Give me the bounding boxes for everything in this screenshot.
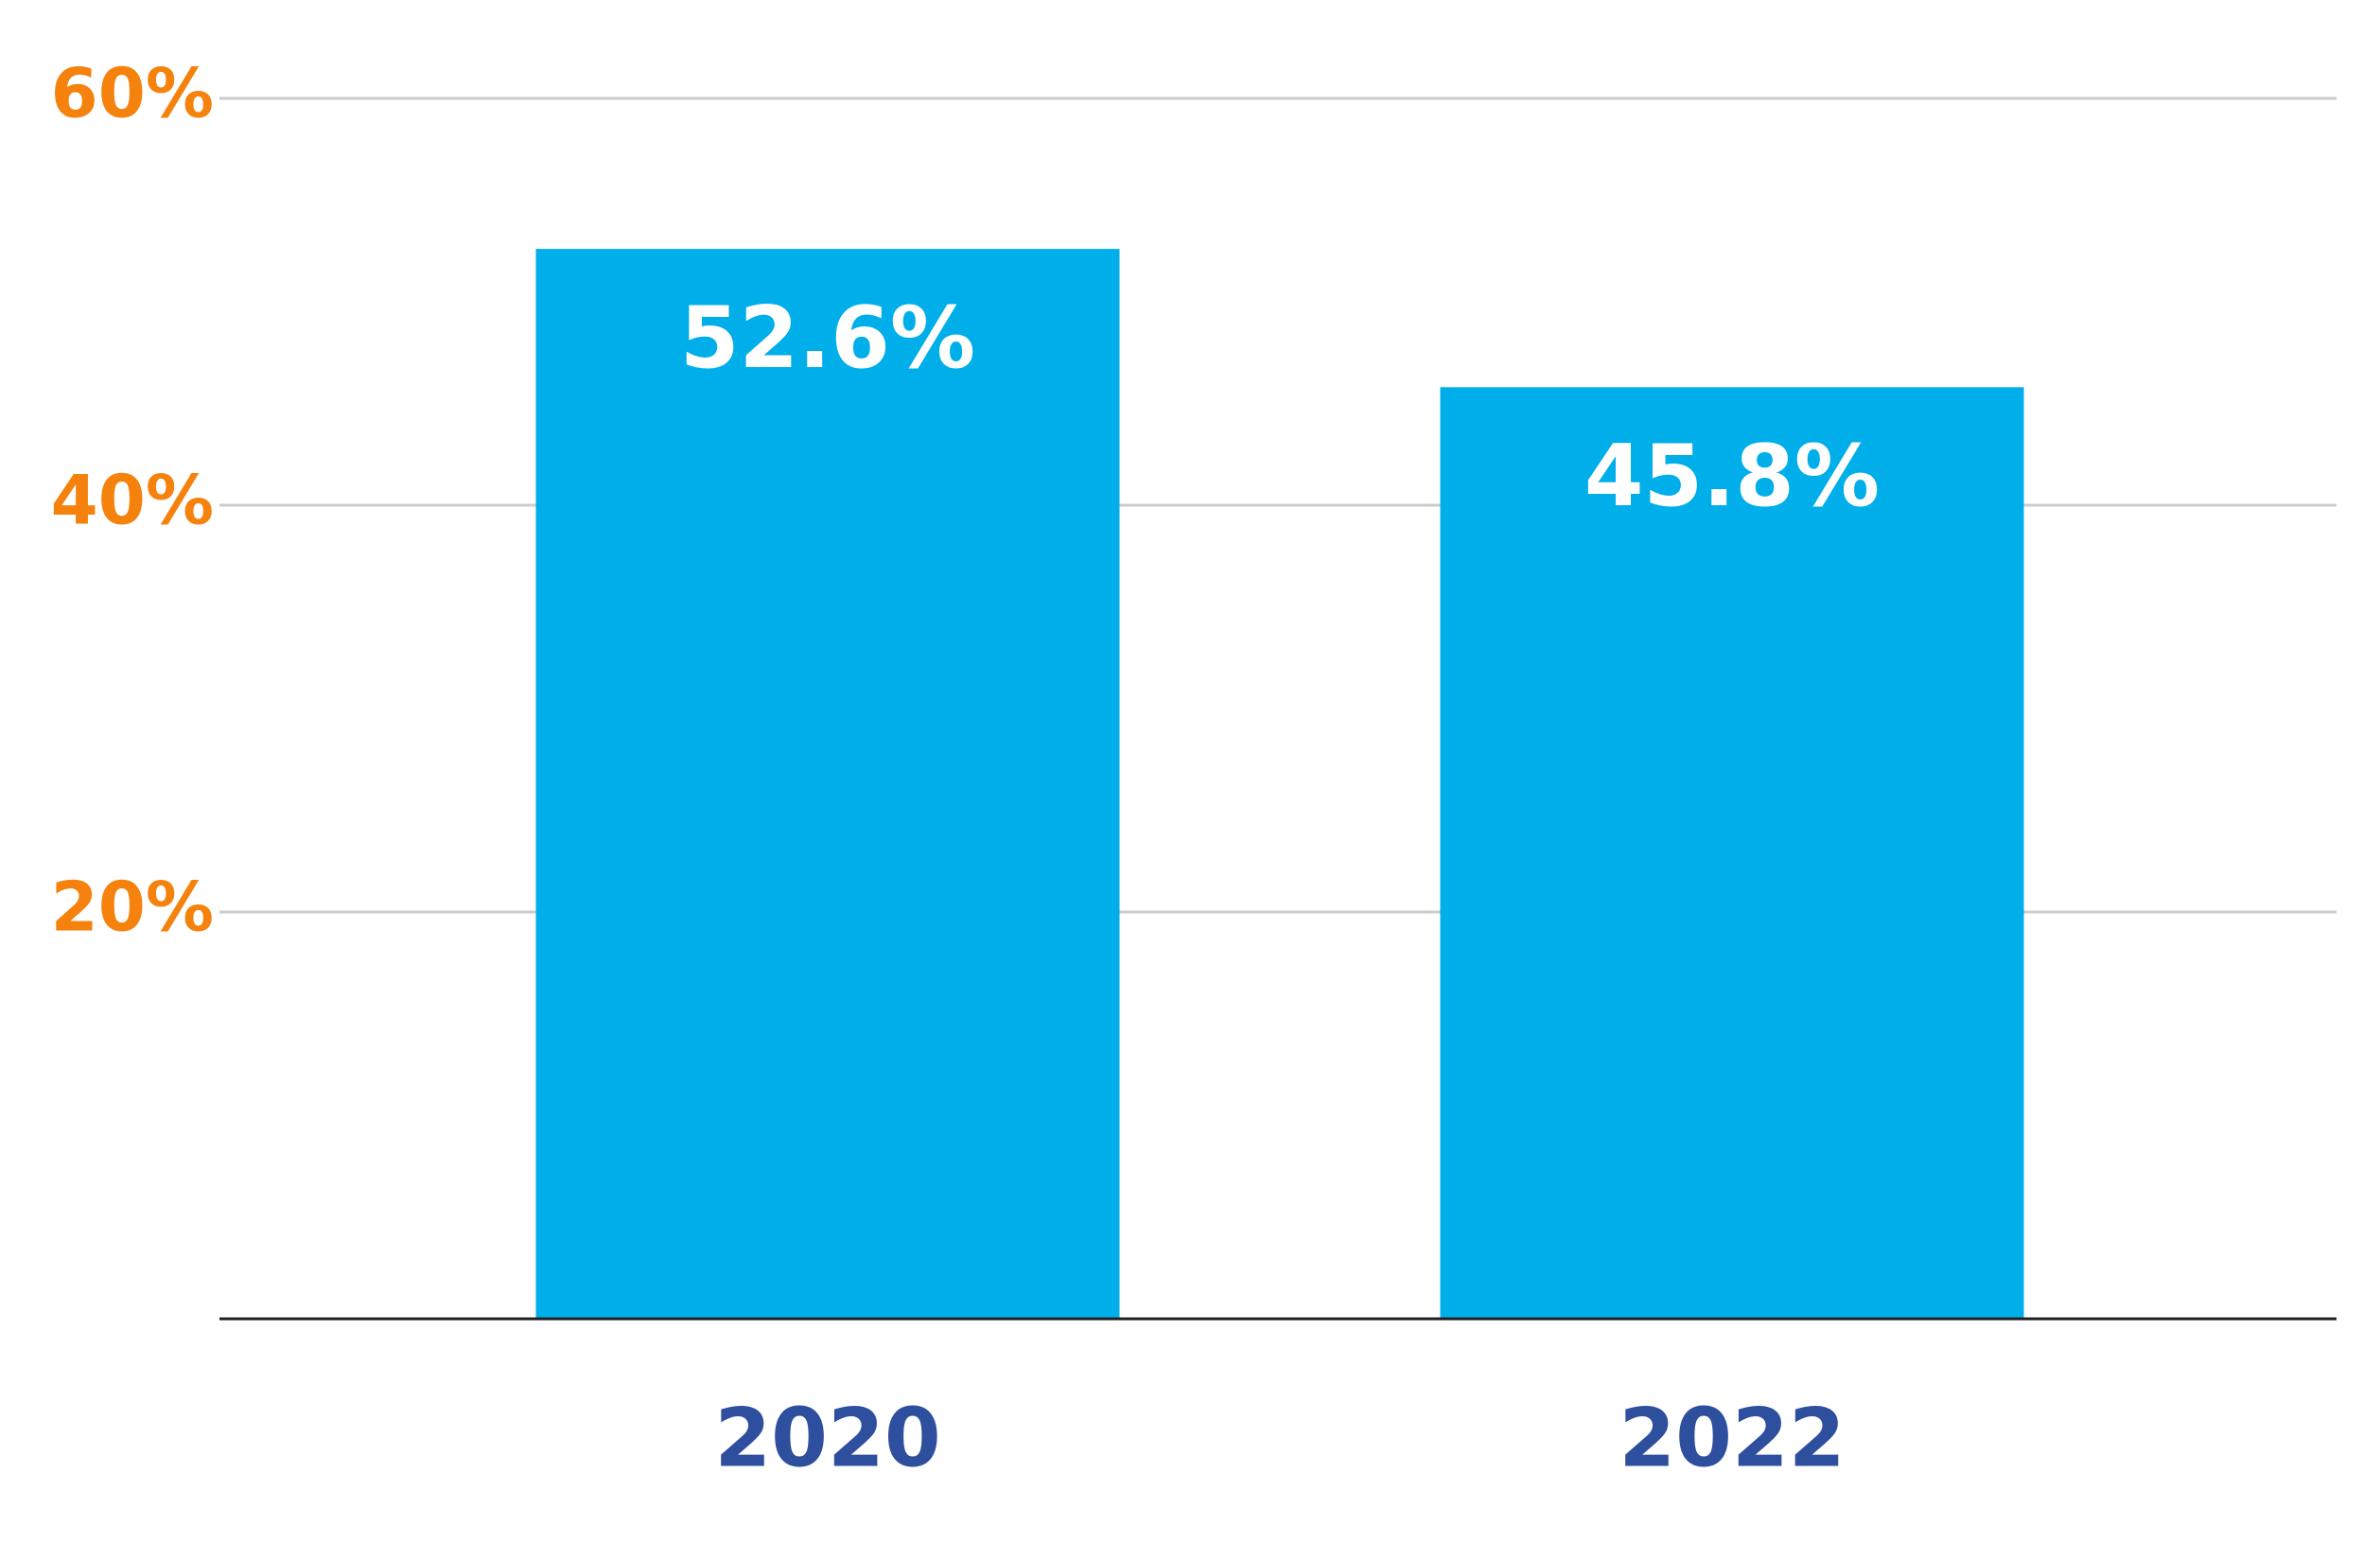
x-tick-label: 2020	[714, 1391, 940, 1485]
y-tick-label: 20%	[51, 868, 214, 947]
x-tick-label: 2022	[1619, 1391, 1845, 1485]
y-tick-label: 40%	[51, 461, 214, 540]
y-tick-label: 60%	[51, 54, 214, 133]
bar	[1440, 387, 2024, 1319]
value-label: 45.8%	[1584, 427, 1880, 526]
value-label: 52.6%	[680, 289, 975, 388]
bar	[535, 249, 1120, 1320]
